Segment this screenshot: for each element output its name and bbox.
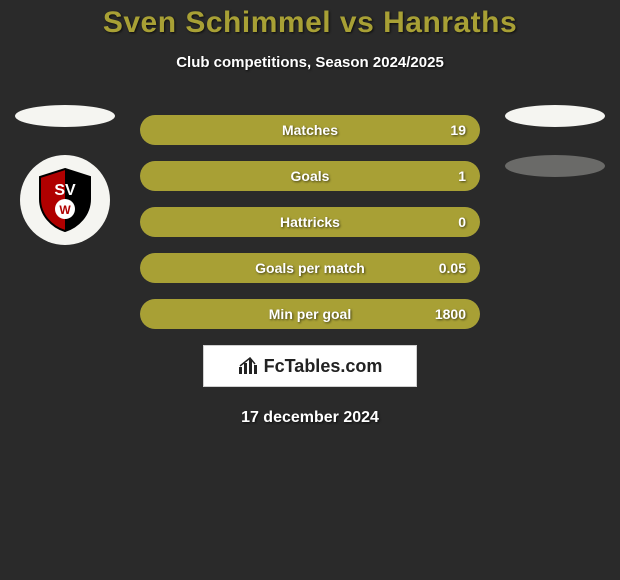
shield-icon: SV W (30, 165, 100, 235)
stat-bar-label: Min per goal (269, 306, 351, 322)
badge-text: SV (54, 182, 76, 199)
stat-bar-label: Goals (291, 168, 330, 184)
page-title: Sven Schimmel vs Hanraths (0, 6, 620, 40)
stat-bar-label: Goals per match (255, 260, 365, 276)
stat-bar-value: 1 (458, 168, 466, 184)
stat-bar: Min per goal 1800 (140, 299, 480, 329)
stats-area: SV W Matches 19 Goals 1 Hattricks 0 Goals per … (0, 115, 620, 427)
stat-bar: Goals per match 0.05 (140, 253, 480, 283)
stat-bar-value: 1800 (435, 306, 466, 322)
club-badge-left: SV W (20, 155, 110, 245)
player-right-placeholder-oval-1 (505, 105, 605, 127)
badge-sub: W (59, 203, 71, 217)
subtitle: Club competitions, Season 2024/2025 (0, 54, 620, 71)
player-left-placeholder-oval (15, 105, 115, 127)
stat-bar: Goals 1 (140, 161, 480, 191)
stat-bars: Matches 19 Goals 1 Hattricks 0 Goals per match… (140, 115, 480, 329)
stat-bar-value: 19 (450, 122, 466, 138)
bars-icon (238, 357, 260, 375)
brand-text: FcTables.com (264, 356, 383, 377)
player-right-placeholder-oval-2 (505, 155, 605, 177)
player-left-column: SV W (10, 105, 120, 245)
date-text: 17 december 2024 (0, 409, 620, 427)
stat-bar-value: 0.05 (439, 260, 466, 276)
stat-bar-label: Matches (282, 122, 338, 138)
stat-bar: Hattricks 0 (140, 207, 480, 237)
brand-logo-box: FcTables.com (203, 345, 417, 387)
comparison-card: Sven Schimmel vs Hanraths Club competiti… (0, 0, 620, 427)
stat-bar-label: Hattricks (280, 214, 340, 230)
stat-bar-value: 0 (458, 214, 466, 230)
player-right-column (500, 105, 610, 205)
stat-bar: Matches 19 (140, 115, 480, 145)
